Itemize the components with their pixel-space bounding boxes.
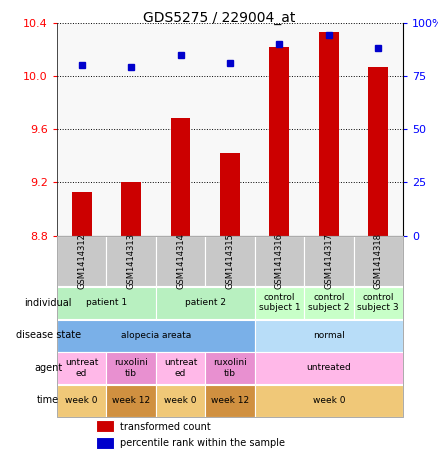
Text: transformed count: transformed count — [120, 422, 211, 432]
Text: GDS5275 / 229004_at: GDS5275 / 229004_at — [143, 11, 295, 25]
Bar — [57, 352, 106, 384]
Polygon shape — [79, 332, 91, 338]
Bar — [368, 67, 388, 236]
Text: patient 2: patient 2 — [185, 298, 226, 307]
Bar — [121, 183, 141, 236]
Text: percentile rank within the sample: percentile rank within the sample — [120, 438, 286, 448]
Text: control
subject 1: control subject 1 — [258, 293, 300, 312]
Text: ruxolini
tib: ruxolini tib — [114, 358, 148, 377]
Bar — [57, 236, 106, 286]
Text: disease state: disease state — [16, 330, 81, 340]
Text: GSM1414317: GSM1414317 — [324, 233, 333, 289]
Bar — [220, 153, 240, 236]
Text: patient 1: patient 1 — [86, 298, 127, 307]
Bar — [96, 419, 114, 432]
Bar — [254, 352, 403, 384]
Text: GSM1414312: GSM1414312 — [77, 233, 86, 289]
Bar — [205, 352, 254, 384]
Text: control
subject 2: control subject 2 — [308, 293, 350, 312]
Text: untreated: untreated — [307, 363, 351, 372]
Bar — [254, 320, 403, 352]
Bar — [205, 385, 254, 417]
Bar — [106, 236, 156, 286]
Text: week 12: week 12 — [211, 396, 249, 405]
Bar — [254, 385, 403, 417]
Polygon shape — [79, 397, 91, 404]
Text: GSM1414318: GSM1414318 — [374, 233, 383, 289]
Bar — [353, 287, 403, 319]
Bar — [353, 236, 403, 286]
Bar — [57, 287, 156, 319]
Bar — [319, 32, 339, 236]
Bar — [269, 47, 289, 236]
Text: normal: normal — [313, 331, 345, 340]
Text: untreat
ed: untreat ed — [65, 358, 99, 377]
Bar — [156, 287, 254, 319]
Bar — [96, 437, 114, 449]
Bar — [57, 320, 254, 352]
Text: GSM1414313: GSM1414313 — [127, 233, 136, 289]
Text: week 0: week 0 — [313, 396, 345, 405]
Bar — [57, 385, 106, 417]
Text: untreat
ed: untreat ed — [164, 358, 197, 377]
Bar — [72, 192, 92, 236]
Text: week 12: week 12 — [112, 396, 150, 405]
Bar — [304, 236, 353, 286]
Text: agent: agent — [34, 363, 62, 373]
Bar — [171, 119, 191, 236]
Text: control
subject 3: control subject 3 — [357, 293, 399, 312]
Text: GSM1414314: GSM1414314 — [176, 233, 185, 289]
Bar — [205, 236, 254, 286]
Text: individual: individual — [25, 298, 72, 308]
Polygon shape — [79, 365, 91, 371]
Bar — [106, 352, 156, 384]
Bar — [106, 385, 156, 417]
Text: ruxolini
tib: ruxolini tib — [213, 358, 247, 377]
Text: week 0: week 0 — [65, 396, 98, 405]
Text: time: time — [37, 395, 59, 405]
Text: week 0: week 0 — [164, 396, 197, 405]
Bar — [156, 352, 205, 384]
Bar — [254, 236, 304, 286]
Bar — [156, 385, 205, 417]
Bar — [156, 236, 205, 286]
Bar — [57, 236, 403, 417]
Bar — [254, 287, 304, 319]
Polygon shape — [79, 299, 91, 306]
Text: GSM1414315: GSM1414315 — [226, 233, 234, 289]
Bar — [304, 287, 353, 319]
Text: alopecia areata: alopecia areata — [121, 331, 191, 340]
Text: GSM1414316: GSM1414316 — [275, 233, 284, 289]
